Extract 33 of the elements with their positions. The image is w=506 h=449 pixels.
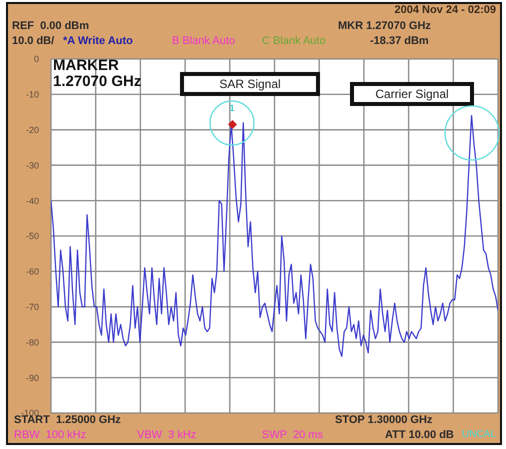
text: REF 0.00 dBm [12, 20, 90, 32]
annotation: Carrier Signal [375, 87, 449, 101]
text: *A Write Auto [63, 35, 133, 47]
text: VBW 3 kHz [137, 429, 196, 441]
text: ATT 10.00 dB [385, 429, 454, 441]
text: STOP 1.30000 GHz [335, 414, 432, 426]
annotation: 1.27070 GHz [53, 73, 142, 90]
text: SWP 20 ms [262, 429, 323, 441]
annotation: SAR Signal [219, 77, 281, 91]
y-tick-label: -50 [26, 231, 39, 242]
text: RBW 100 kHz [14, 429, 86, 441]
annotation: MARKER [53, 57, 119, 74]
text: 2004 Nov 24 - 02:09 [394, 4, 496, 16]
y-tick-label: 0 [34, 54, 39, 64]
text: 10.0 dB/ [12, 35, 54, 47]
y-tick-label: -20 [26, 124, 39, 135]
text-box: Carrier Signal [350, 82, 474, 106]
text: START 1.25000 GHz [14, 414, 121, 426]
y-tick-label: -90 [26, 372, 39, 383]
y-tick-label: -40 [26, 196, 39, 206]
annotation: 1 [228, 103, 236, 114]
y-tick-label: -80 [26, 337, 39, 348]
text: C Blank Auto [262, 35, 326, 47]
y-tick-label: -70 [26, 302, 39, 312]
y-tick-label: -10 [26, 90, 39, 100]
text: MKR 1.27070 GHz [338, 20, 431, 32]
text: -18.37 dBm [370, 35, 429, 47]
text: B Blank Auto [172, 35, 235, 47]
text: UNCAL [462, 429, 496, 440]
y-tick-label: -30 [26, 160, 39, 170]
text-box: SAR Signal [180, 72, 320, 96]
y-tick-label: -60 [26, 266, 39, 277]
line-series [51, 115, 498, 357]
